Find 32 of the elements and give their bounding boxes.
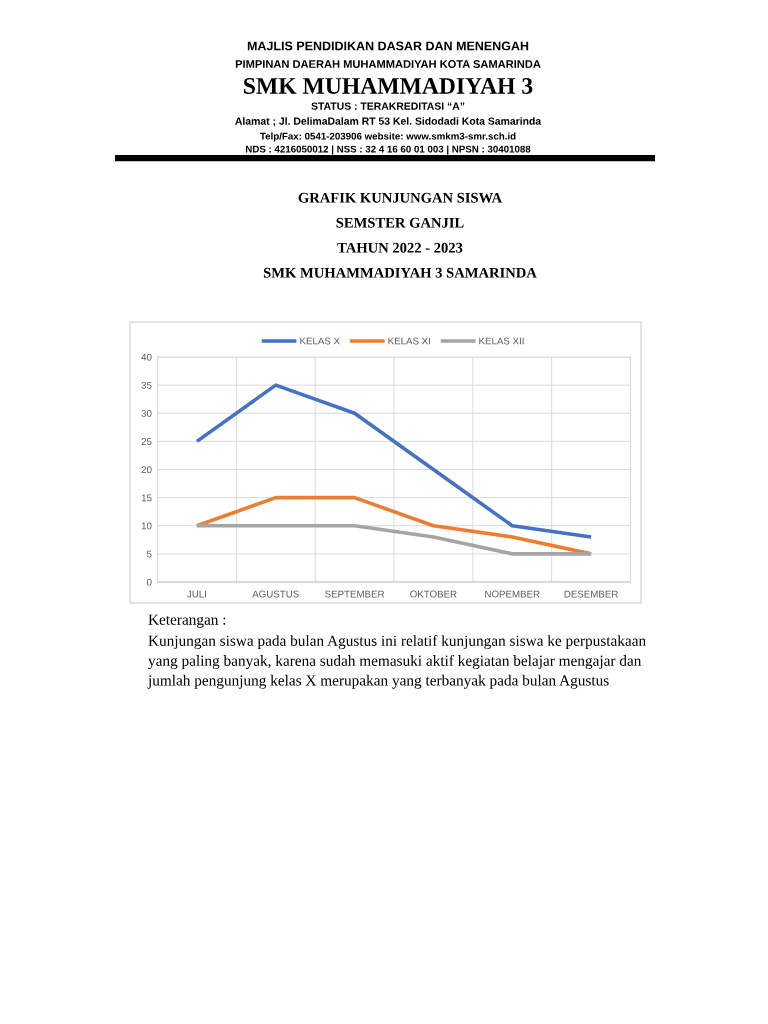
text: Alamat ; Jl. DelimaDalam RT 53 Kel. Sidodadi Kota Samarinda — [235, 117, 542, 127]
chart-title: GRAFIK KUNJUNGAN SISWA — [298, 192, 502, 203]
legend-label: KELAS X — [300, 337, 340, 345]
text: Keterangan : — [148, 614, 226, 628]
text: STATUS : TERAKREDITASI “A” — [311, 102, 465, 110]
y-tick-label: 25 — [141, 438, 152, 445]
text: TAHUN 2022 - 2023 — [337, 242, 463, 253]
text: PIMPINAN DAERAH MUHAMMADIYAH KOTA SAMARINDA — [235, 60, 541, 68]
y-tick-label: 0 — [146, 578, 152, 586]
x-tick-label: AGUSTUS — [252, 590, 299, 598]
legend-label: KELAS XI — [388, 337, 430, 345]
y-tick-label: 10 — [141, 522, 152, 530]
x-tick-label: JULI — [187, 590, 207, 598]
text: MAJLIS PENDIDIKAN DASAR DAN MENENGAH — [247, 41, 529, 51]
text: NDS : 4216050012 | NSS : 32 4 16 60 01 003 | NPSN : 30401088 — [245, 145, 531, 155]
x-tick-label: NOPEMBER — [485, 590, 540, 598]
x-tick-label: SEPTEMBER — [325, 590, 385, 598]
y-tick-label: 20 — [141, 466, 152, 474]
chart-subtitle: SEMSTER GANJIL — [336, 217, 464, 228]
y-tick-label: 5 — [146, 550, 152, 558]
text: Kunjungan siswa pada bulan Agustus ini relatif kunjungan siswa ke perpustakaan yang paling banyak, karena sudah memasuki aktif kegiatan belajar mengajar dan jumlah pengunjung kelas X merupakan yang terbanyak pada bulan Agustus — [147, 635, 646, 689]
x-tick-label: OKTOBER — [410, 590, 457, 598]
text: SMK MUHAMMADIYAH 3 SAMARINDA — [263, 267, 537, 278]
text: SMK MUHAMMADIYAH 3 — [244, 78, 533, 94]
line-series — [195, 383, 593, 539]
y-tick-label: 30 — [141, 409, 152, 417]
y-tick-label: 15 — [141, 494, 152, 502]
y-tick-label: 40 — [141, 353, 152, 361]
x-tick-label: DESEMBER — [564, 590, 618, 598]
y-tick-label: 35 — [141, 381, 152, 389]
legend-label: KELAS XII — [479, 337, 524, 345]
text: Telp/Fax: 0541-203906 website: www.smkm3-smr.sch.id — [260, 132, 516, 142]
